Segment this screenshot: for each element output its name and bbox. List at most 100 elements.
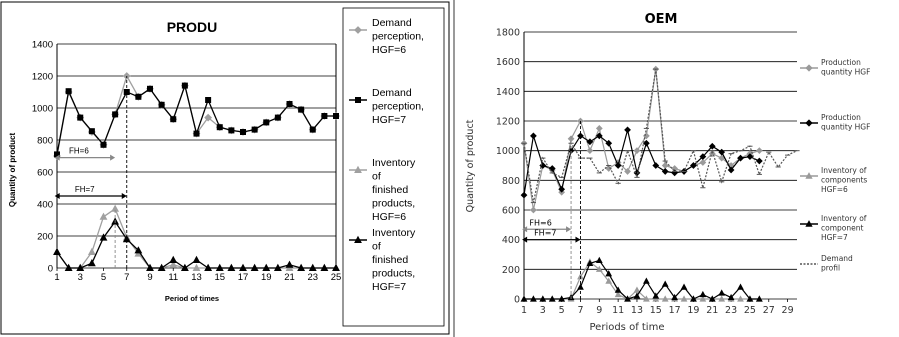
y-tick-label: 0 bbox=[514, 295, 520, 306]
data-point bbox=[680, 283, 688, 290]
data-point bbox=[157, 263, 166, 271]
y-tick-label: 600 bbox=[37, 168, 53, 179]
x-tick-label: 19 bbox=[261, 272, 272, 283]
produ-y-axis-label: Quantity of product bbox=[8, 133, 17, 208]
x-tick-label: 17 bbox=[238, 272, 249, 283]
x-tick-label: 13 bbox=[191, 272, 202, 283]
data-point bbox=[661, 280, 669, 287]
data-point bbox=[181, 82, 188, 89]
data-point bbox=[520, 295, 528, 302]
x-tick-label: 3 bbox=[540, 305, 546, 316]
data-point bbox=[77, 114, 84, 121]
data-point bbox=[690, 295, 697, 302]
oem-dashed-markers bbox=[570, 121, 581, 299]
data-point bbox=[661, 162, 669, 169]
data-point bbox=[250, 263, 259, 271]
data-point bbox=[53, 247, 61, 255]
data-point bbox=[746, 153, 754, 160]
legend-label: Production quantity HGF bbox=[821, 113, 870, 132]
data-point bbox=[100, 141, 107, 148]
data-point bbox=[309, 126, 316, 133]
figure-divider bbox=[453, 0, 455, 337]
y-tick-label: 600 bbox=[502, 206, 520, 217]
data-point bbox=[308, 263, 317, 271]
produ-x-tick-labels: 1 3 5 7 9 11 13 15 17 19 21 23 25 bbox=[54, 272, 341, 283]
data-point bbox=[193, 130, 200, 137]
data-point bbox=[671, 169, 679, 177]
arrow-head-left bbox=[54, 154, 60, 161]
data-point bbox=[333, 113, 339, 119]
y-tick-label: 1200 bbox=[32, 72, 53, 83]
data-point bbox=[65, 88, 72, 95]
data-point bbox=[192, 255, 201, 263]
data-point bbox=[680, 295, 688, 302]
legend-label: Demand perception, HGF=7 bbox=[372, 87, 424, 126]
data-point bbox=[690, 162, 697, 169]
data-point bbox=[520, 191, 528, 199]
legend-label: Inventory of component HGF=7 bbox=[821, 214, 867, 242]
x-tick-label: 9 bbox=[147, 272, 152, 283]
legend-swatch-marker bbox=[805, 220, 813, 227]
oem-y-tick-labels: 0 200 400 600 800 1000 1200 1400 1600 1800 bbox=[496, 28, 520, 306]
data-point bbox=[135, 93, 142, 100]
data-point bbox=[614, 162, 622, 169]
data-point bbox=[718, 295, 726, 302]
data-point bbox=[727, 166, 735, 174]
data-point bbox=[727, 293, 735, 301]
y-tick-label: 800 bbox=[502, 176, 520, 187]
data-point bbox=[605, 277, 613, 284]
data-point bbox=[755, 157, 763, 165]
data-point bbox=[624, 168, 631, 175]
arrow-head-right bbox=[121, 193, 127, 199]
data-point bbox=[746, 295, 754, 302]
produ-chart-title: PRODU bbox=[167, 19, 218, 35]
arrow-head-left bbox=[522, 236, 528, 243]
legend-swatch-marker bbox=[805, 119, 813, 127]
annotation-label: FH=7 bbox=[75, 185, 95, 194]
data-point bbox=[642, 277, 650, 284]
data-point bbox=[239, 263, 247, 271]
annotation-label: FH=7 bbox=[534, 229, 556, 238]
x-tick-label: 27 bbox=[763, 305, 775, 316]
x-tick-label: 7 bbox=[124, 272, 129, 283]
data-point bbox=[332, 263, 340, 271]
y-tick-label: 1000 bbox=[32, 104, 53, 115]
data-point bbox=[548, 295, 556, 302]
data-point bbox=[111, 204, 120, 212]
y-tick-label: 400 bbox=[37, 200, 53, 211]
oem-series-lines bbox=[520, 65, 800, 302]
x-tick-label: 21 bbox=[706, 305, 718, 316]
oem-y-axis-label: Quantity of product bbox=[465, 119, 476, 212]
legend-swatch-marker bbox=[805, 64, 813, 72]
data-point bbox=[54, 151, 60, 158]
data-point bbox=[586, 138, 594, 146]
x-tick-label: 13 bbox=[631, 305, 643, 316]
series-line bbox=[524, 259, 760, 300]
data-point bbox=[169, 260, 178, 268]
y-tick-label: 200 bbox=[502, 265, 520, 276]
x-tick-label: 25 bbox=[331, 272, 342, 283]
x-tick-label: 15 bbox=[214, 272, 225, 283]
data-point bbox=[737, 295, 744, 302]
arrow-head-right bbox=[575, 236, 581, 243]
data-point bbox=[699, 295, 707, 302]
data-point bbox=[595, 256, 603, 264]
produ-annotations: FH=6 FH=7 bbox=[54, 147, 127, 199]
data-point bbox=[708, 295, 716, 302]
data-point bbox=[539, 162, 547, 169]
y-tick-label: 1000 bbox=[496, 146, 520, 157]
data-point bbox=[633, 286, 641, 293]
y-tick-label: 1800 bbox=[496, 28, 520, 39]
data-point bbox=[88, 128, 95, 135]
data-point bbox=[624, 126, 631, 134]
x-tick-label: 7 bbox=[577, 305, 583, 316]
oem-x-tick-labels: 1 3 5 7 9 11 13 15 17 19 21 23 25 27 29 bbox=[521, 305, 794, 316]
data-point bbox=[76, 263, 85, 271]
data-point bbox=[263, 119, 270, 126]
y-tick-label: 1200 bbox=[496, 117, 520, 128]
x-tick-label: 29 bbox=[782, 305, 794, 316]
data-point bbox=[539, 295, 547, 302]
data-point bbox=[147, 85, 153, 92]
data-point bbox=[755, 295, 763, 302]
y-tick-label: 400 bbox=[502, 235, 520, 246]
